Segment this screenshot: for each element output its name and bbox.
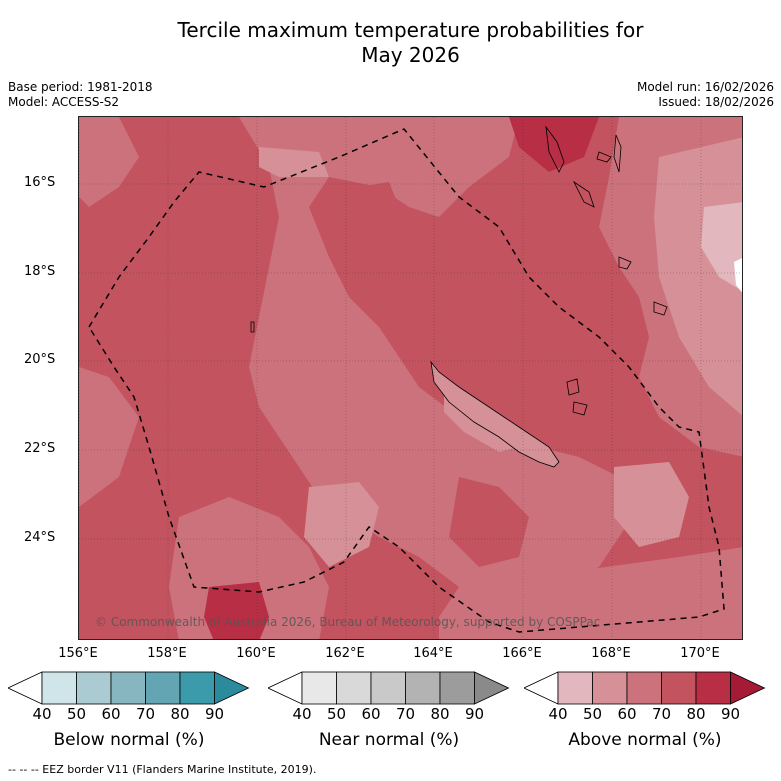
colorbar-segment	[336, 671, 372, 705]
colorbar-under-triangle	[268, 671, 303, 705]
below-normal-label: Below normal (%)	[53, 730, 205, 750]
colorbar-segment	[695, 671, 731, 705]
region-60-west	[79, 117, 139, 207]
region-60-central	[239, 117, 639, 597]
region-60-west-2	[79, 367, 139, 507]
colorbar-tick-label: 50	[66, 705, 87, 723]
loyalty-islands	[566, 378, 588, 416]
lat-tick-label: 24°S	[24, 530, 56, 545]
vanuatu-coast-3	[596, 151, 612, 163]
colorbar-segment	[557, 671, 593, 705]
model-run: Model run: 16/02/2026	[636, 80, 774, 94]
vanuatu-coast-4	[613, 134, 622, 173]
colorbar-tick-label: 40	[548, 705, 568, 723]
vanuatu-coast-1	[545, 125, 565, 173]
colorbar-tick-label: 90	[720, 705, 741, 723]
chesterfield-islet	[250, 321, 255, 333]
eez-border	[88, 128, 725, 633]
title-line-2: May 2026	[361, 43, 460, 67]
colorbar-segment	[76, 671, 112, 705]
colorbar-tick-label: 70	[135, 705, 156, 723]
colorbar-segment	[592, 671, 628, 705]
colorbar-tick-label: 60	[361, 705, 381, 723]
above-normal-colorbar	[524, 671, 766, 705]
lon-tick-label: 168°E	[591, 646, 631, 661]
lat-tick-label: 16°S	[24, 175, 56, 190]
lon-tick-label: 156°E	[58, 646, 98, 661]
lon-tick-label: 160°E	[236, 646, 276, 661]
colorbar-under-triangle	[8, 671, 43, 705]
near-normal-label: Near normal (%)	[318, 730, 460, 750]
below-normal-colorbar	[8, 671, 250, 705]
lat-tick-label: 22°S	[24, 441, 56, 456]
colorbar-over-triangle	[474, 671, 510, 705]
colorbar-segment	[661, 671, 697, 705]
map-svg	[79, 117, 742, 639]
colorbar-tick-label: 50	[326, 705, 347, 723]
eez-legend: -- -- -- EEZ border V11 (Flanders Marine…	[8, 763, 317, 776]
lon-tick-label: 164°E	[413, 646, 453, 661]
lat-tick-label: 18°S	[24, 264, 56, 279]
region-50-south	[304, 482, 379, 567]
colorbar-tick-label: 70	[651, 705, 672, 723]
colorbar-over-triangle	[214, 671, 250, 705]
colorbar-tick-label: 80	[686, 705, 706, 723]
region-70-blob-3	[449, 477, 529, 567]
new-caledonia-coast	[430, 360, 560, 468]
colorbar-segment	[626, 671, 662, 705]
colorbar-tick-label: 40	[292, 705, 312, 723]
graticule	[79, 117, 742, 639]
colorbar-tick-label: 90	[464, 705, 485, 723]
colorbar-under-triangle	[524, 671, 559, 705]
colorbar-tick-label: 50	[582, 705, 603, 723]
colorbar-tick-label: 60	[101, 705, 121, 723]
colorbar-segment	[301, 671, 337, 705]
region-50-se	[614, 462, 689, 547]
vanuatu-coast-2	[572, 180, 595, 208]
chart-title: Tercile maximum temperature probabilitie…	[0, 18, 781, 68]
colorbar-segment	[370, 671, 406, 705]
colorbar-tick-label: 40	[32, 705, 52, 723]
region-50-north	[259, 147, 329, 177]
probability-map	[78, 116, 743, 640]
near-normal-colorbar	[268, 671, 510, 705]
region-40-east-white	[734, 258, 742, 293]
lat-tick-label: 20°S	[24, 352, 56, 367]
base-period: Base period: 1981-2018	[8, 80, 153, 94]
lon-tick-label: 170°E	[680, 646, 720, 661]
colorbar-segment	[179, 671, 215, 705]
colorbar-tick-label: 60	[617, 705, 637, 723]
colorbar-segment	[110, 671, 146, 705]
meta-right: Model run: 16/02/2026 Issued: 18/02/2026	[637, 80, 774, 110]
region-40-east	[701, 202, 742, 291]
region-70-blob-1	[354, 182, 399, 237]
colorbar-segment	[439, 671, 475, 705]
region-80-south	[204, 582, 269, 639]
title-line-1: Tercile maximum temperature probabilitie…	[177, 18, 644, 42]
colorbar-segment	[41, 671, 77, 705]
lon-tick-label: 162°E	[325, 646, 365, 661]
colorbar-tick-label: 70	[395, 705, 416, 723]
vanuatu-coast-5	[618, 256, 632, 270]
lon-tick-label: 166°E	[502, 646, 542, 661]
colorbar-tick-label: 80	[430, 705, 450, 723]
colorbar-tick-label: 90	[204, 705, 225, 723]
issued-date: Issued: 18/02/2026	[658, 95, 774, 109]
colorbar-segment	[405, 671, 441, 705]
meta-left: Base period: 1981-2018 Model: ACCESS-S2	[8, 80, 153, 110]
colorbar-over-triangle	[730, 671, 766, 705]
vanuatu-coast-6	[653, 301, 668, 316]
colorbar-tick-label: 80	[170, 705, 190, 723]
lon-tick-label: 158°E	[147, 646, 187, 661]
copyright-notice: © Commonwealth of Australia 2026, Bureau…	[95, 615, 601, 629]
model-name: Model: ACCESS-S2	[8, 95, 120, 109]
region-60-south	[439, 547, 742, 639]
region-80-ne	[509, 117, 599, 172]
colorbar-segment	[145, 671, 181, 705]
above-normal-label: Above normal (%)	[568, 730, 722, 750]
